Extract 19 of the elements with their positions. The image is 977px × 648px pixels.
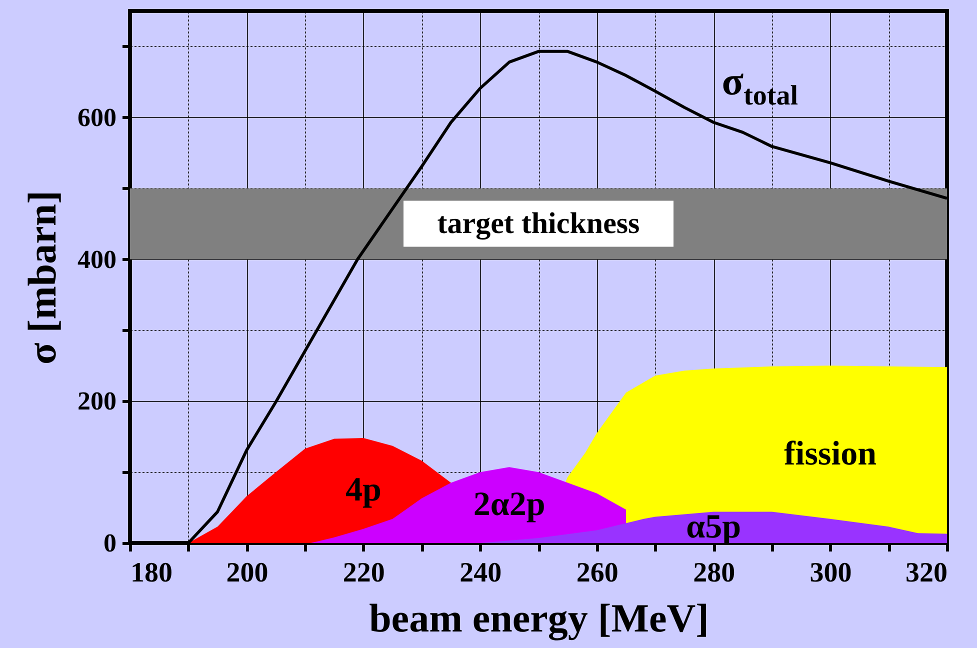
series-label: fission xyxy=(784,435,877,472)
y-axis-title: σ [mbarn] xyxy=(20,190,64,364)
x-tick-label: 180 xyxy=(130,558,172,588)
y-tick-label: 0 xyxy=(104,528,116,558)
x-tick-label: 200 xyxy=(226,558,268,588)
x-tick-label: 260 xyxy=(576,558,618,588)
x-axis-title: beam energy [MeV] xyxy=(369,596,709,640)
x-tick-label: 280 xyxy=(693,558,736,588)
y-tick-label: 400 xyxy=(78,244,116,274)
series-label: 4p xyxy=(345,472,382,509)
y-tick-label: 200 xyxy=(78,386,116,416)
x-tick-label: 300 xyxy=(810,558,852,588)
series-label: 2α2p xyxy=(473,486,546,524)
y-tick-label: 600 xyxy=(78,102,116,132)
series-label: α5p xyxy=(686,508,742,546)
band-label: target thickness xyxy=(437,206,640,240)
x-tick-label: 220 xyxy=(342,558,385,588)
x-tick-label: 240 xyxy=(460,558,502,588)
x-tick-label: 320 xyxy=(906,558,948,588)
